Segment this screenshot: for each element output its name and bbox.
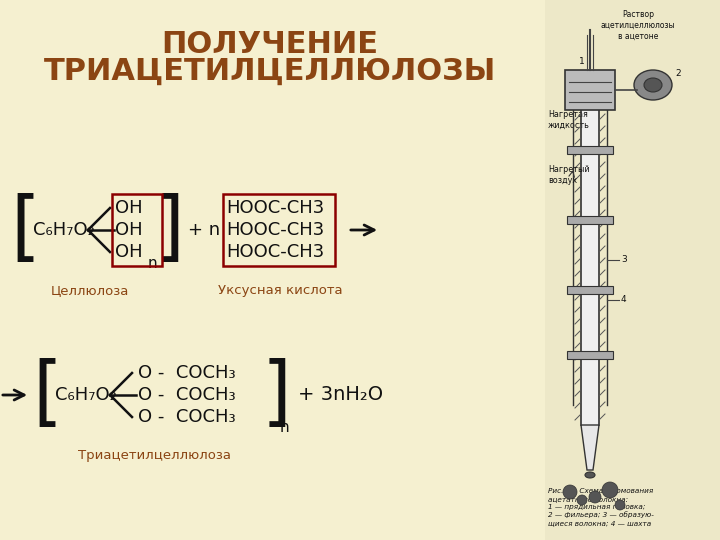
Bar <box>565 70 615 110</box>
Text: Раствор
ацетилцеллюлозы
в ацетоне: Раствор ацетилцеллюлозы в ацетоне <box>600 10 675 41</box>
Bar <box>545 0 720 540</box>
Text: C₆H₇O₂: C₆H₇O₂ <box>33 221 95 239</box>
Text: OH: OH <box>115 199 143 217</box>
Circle shape <box>602 482 618 498</box>
Circle shape <box>563 485 577 499</box>
Text: OH: OH <box>115 221 143 239</box>
Circle shape <box>577 495 587 505</box>
Bar <box>581 110 599 425</box>
Text: Триацетилцеллюлоза: Триацетилцеллюлоза <box>78 449 232 462</box>
Text: ТРИАЦЕТИЛЦЕЛЛЮЛОЗЫ: ТРИАЦЕТИЛЦЕЛЛЮЛОЗЫ <box>44 57 496 86</box>
Text: HOOC-CH3: HOOC-CH3 <box>226 221 324 239</box>
Text: Нагретый
воздух: Нагретый воздух <box>548 165 590 185</box>
Circle shape <box>615 500 625 510</box>
Bar <box>567 146 613 154</box>
Polygon shape <box>581 425 599 470</box>
Text: C₆H₇O₂: C₆H₇O₂ <box>55 386 117 404</box>
Circle shape <box>589 491 601 503</box>
Bar <box>567 351 613 359</box>
Text: Нагретая
жидкость: Нагретая жидкость <box>548 110 590 130</box>
Ellipse shape <box>644 78 662 92</box>
Text: ]: ] <box>155 193 185 267</box>
Text: 3: 3 <box>621 255 626 265</box>
Text: OH: OH <box>115 243 143 261</box>
Text: O -  COCH₃: O - COCH₃ <box>138 408 235 426</box>
Text: 4: 4 <box>621 295 626 305</box>
Text: 1: 1 <box>579 57 585 66</box>
Text: [: [ <box>32 358 62 432</box>
Ellipse shape <box>634 70 672 100</box>
Text: 2: 2 <box>675 69 680 78</box>
Text: HOOC-CH3: HOOC-CH3 <box>226 199 324 217</box>
Text: + 3nH₂O: + 3nH₂O <box>298 386 383 404</box>
Bar <box>567 216 613 224</box>
Text: n: n <box>148 256 158 272</box>
Text: Рис. 29. Схема формования
ацетатного волокна:
1 — прядильная головка;
2 — фильер: Рис. 29. Схема формования ацетатного вол… <box>548 488 654 526</box>
Text: HOOC-CH3: HOOC-CH3 <box>226 243 324 261</box>
Text: + n: + n <box>188 221 220 239</box>
Ellipse shape <box>585 472 595 478</box>
Text: [: [ <box>10 193 40 267</box>
Text: ]: ] <box>262 358 292 432</box>
Bar <box>567 286 613 294</box>
Text: ПОЛУЧЕНИЕ: ПОЛУЧЕНИЕ <box>161 30 379 59</box>
Bar <box>223 194 335 266</box>
Text: O -  COCH₃: O - COCH₃ <box>138 364 235 382</box>
Text: Уксусная кислота: Уксусная кислота <box>217 284 342 297</box>
Text: O -  COCH₃: O - COCH₃ <box>138 386 235 404</box>
Text: n: n <box>280 420 289 435</box>
Bar <box>112 194 162 266</box>
Text: Целлюлоза: Целлюлоза <box>51 284 129 297</box>
